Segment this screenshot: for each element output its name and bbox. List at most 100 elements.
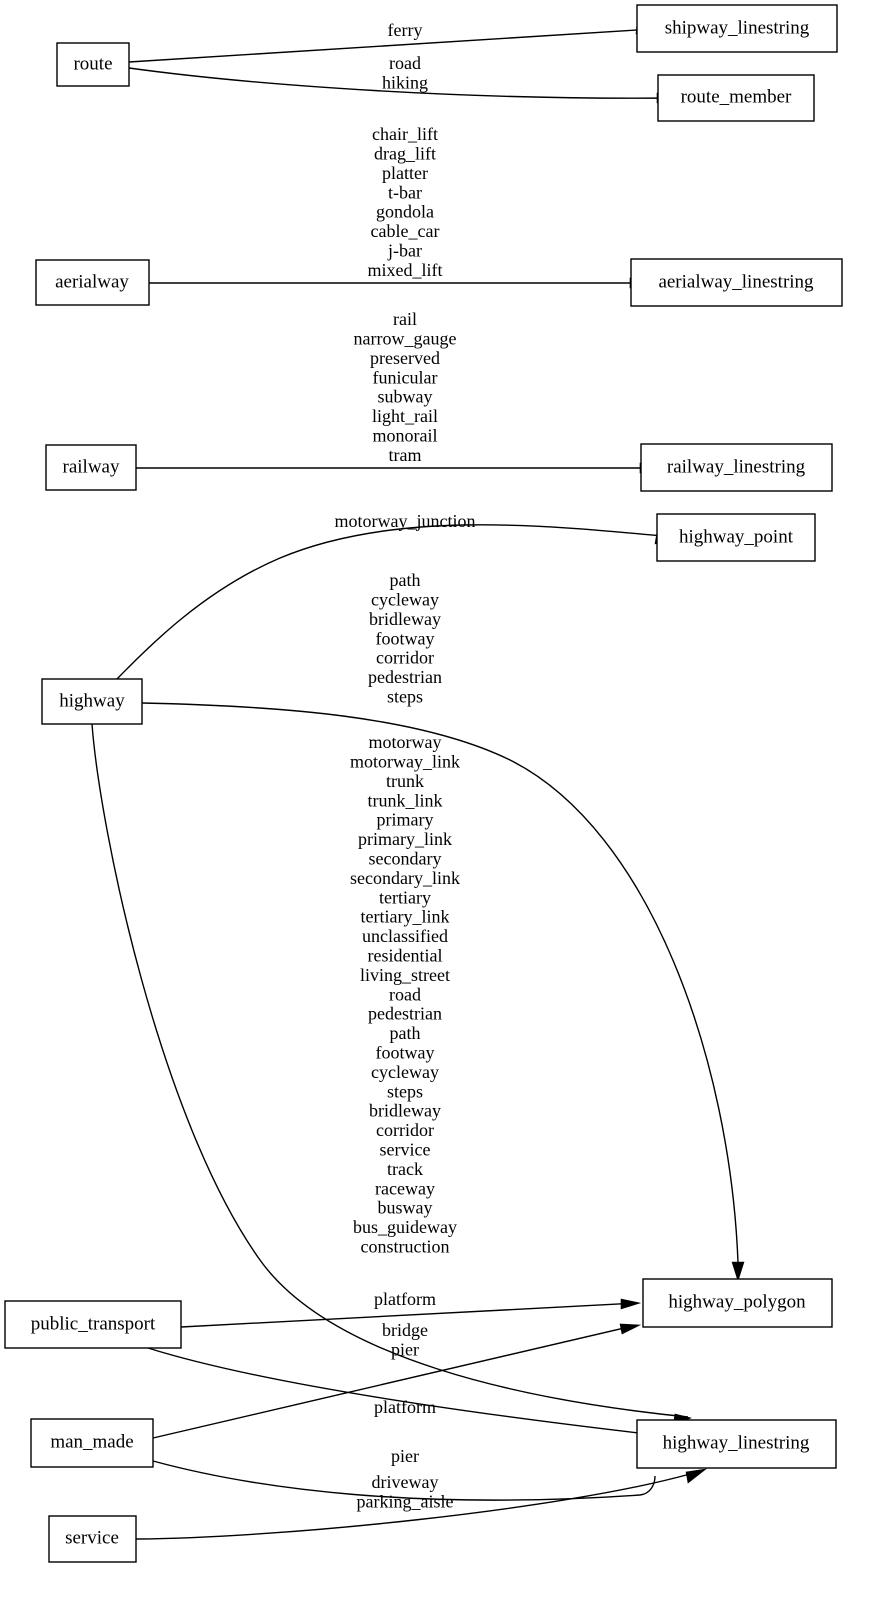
node-public_transport[interactable]: public_transport [4,1300,182,1349]
node-highway_polygon[interactable]: highway_polygon [642,1278,833,1328]
edge-label: hiking [382,73,428,93]
node-label: public_transport [31,1313,156,1334]
edge-highway-highway_polygon[interactable] [141,702,745,1282]
edge-label: chair_lift [372,124,438,144]
edge-path [152,1324,638,1439]
arrowhead-icon [731,1261,745,1282]
edge-label: platform [374,1289,436,1309]
edge-path [141,702,739,1263]
node-label: shipway_linestring [665,17,810,38]
node-label: railway_linestring [667,456,806,477]
node-route[interactable]: route [56,42,130,87]
node-label: highway_linestring [663,1432,810,1453]
node-box [56,42,130,87]
edge-label: secondary [369,849,442,869]
nodes-layer: route shipway_linestring route_member ae… [4,4,843,1563]
edge-label: bridleway [369,1101,441,1121]
node-box [636,1419,837,1469]
node-box [4,1300,182,1349]
edge-label: path [390,570,421,590]
edge-label: trunk [386,771,424,791]
node-shipway_linestring[interactable]: shipway_linestring [636,4,838,53]
edge-label: secondary_link [350,868,460,888]
node-railway[interactable]: railway [45,444,137,491]
edge-label-group-railway-railway_linestring: railnarrow_gaugepreservedfunicularsubway… [354,309,457,465]
edge-label: rail [393,309,417,329]
edge-label: preserved [370,348,440,368]
edge-label: platform [374,1397,436,1417]
edge-label: ferry [388,20,423,40]
edge-man_made-highway_polygon[interactable] [152,1323,642,1439]
node-highway[interactable]: highway [41,678,143,725]
edge-label: path [390,1023,421,1043]
node-service[interactable]: service [48,1515,137,1563]
edge-label: driveway [372,1472,439,1492]
edge-label: j-bar [387,241,422,261]
node-label: aerialway_linestring [658,271,814,292]
edge-label-group-aerialway-aerialway_linestring: chair_liftdrag_liftplattert-bargondolaca… [368,124,443,280]
node-box [640,443,833,492]
arrowhead-icon [619,1323,642,1335]
edge-label: track [387,1159,423,1179]
edge-label-group-man_made-highway_linestring: pier [391,1446,419,1466]
edge-label: service [380,1140,431,1160]
node-aerialway[interactable]: aerialway [35,259,150,306]
edge-label: gondola [376,202,434,222]
node-route_member[interactable]: route_member [657,74,815,122]
node-box [636,4,838,53]
edge-label: mixed_lift [368,260,443,280]
edge-label-group-public_transport-highway_polygon: platform [374,1289,436,1309]
node-highway_point[interactable]: highway_point [656,513,816,562]
edge-label: steps [387,687,423,707]
edge-label: drag_lift [374,144,436,164]
edge-label: primary [377,810,434,830]
edge-label: pier [391,1446,419,1466]
node-label: highway_polygon [668,1291,806,1312]
edge-label: bridleway [369,609,441,629]
node-box [35,259,150,306]
edge-label: cable_car [371,221,440,241]
node-highway_linestring[interactable]: highway_linestring [636,1419,837,1469]
node-box [30,1418,154,1468]
edge-label: primary_link [358,829,452,849]
node-box [48,1515,137,1563]
edge-label: road [389,984,421,1004]
edge-label-group-public_transport-highway_linestring: platform [374,1397,436,1417]
edge-label: tertiary [379,887,431,907]
edge-label: funicular [373,367,438,387]
edge-label: raceway [375,1178,435,1198]
node-box [657,74,815,122]
edge-label: living_street [360,965,450,985]
edge-label: corridor [376,1120,434,1140]
edge-label: footway [376,628,435,648]
edge-label: footway [376,1043,435,1063]
node-aerialway_linestring[interactable]: aerialway_linestring [630,258,843,307]
edge-label: motorway [369,732,442,752]
edge-label: parking_aisle [357,1492,454,1512]
edge-label-group-highway-highway_polygon: pathcyclewaybridlewayfootwaycorridorpede… [368,570,442,706]
arrowhead-icon [620,1298,642,1310]
node-label: highway [59,690,125,711]
edge-label: light_rail [372,406,438,426]
node-railway_linestring[interactable]: railway_linestring [640,443,833,492]
node-label: railway [63,456,120,477]
node-man_made[interactable]: man_made [30,1418,154,1468]
edge-label: narrow_gauge [354,329,457,349]
edge-path [91,723,689,1418]
node-box [630,258,843,307]
edge-service-highway_linestring[interactable] [135,1468,708,1540]
edge-label: bus_guideway [353,1217,457,1237]
edge-label: residential [368,946,443,966]
node-box [642,1278,833,1328]
edge-label: corridor [376,648,434,668]
edge-label: monorail [373,426,438,446]
edge-public_transport-highway_polygon[interactable] [180,1298,642,1328]
edge-label: motorway_link [350,752,460,772]
edge-path [147,1347,701,1441]
node-box [656,513,816,562]
edge-label: steps [387,1081,423,1101]
edge-labels-layer: ferry road hiking chair_liftdrag_liftplatte… [335,20,476,1511]
